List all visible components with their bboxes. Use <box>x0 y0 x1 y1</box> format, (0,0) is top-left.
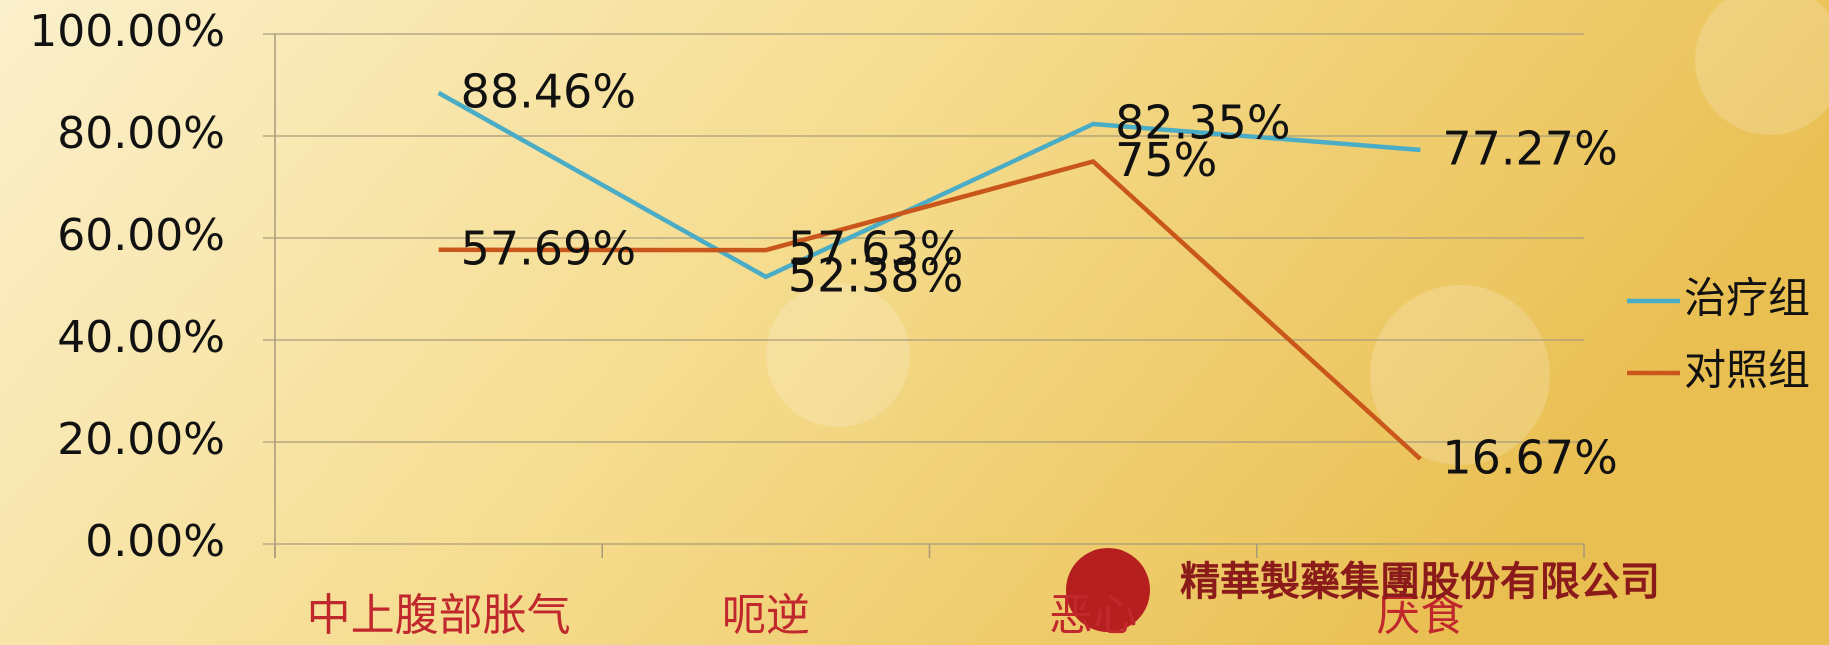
data-label: 57.69% <box>461 221 636 275</box>
decoration <box>766 283 910 427</box>
x-tick-label: 恶心 <box>1049 590 1137 641</box>
y-tick-label: 0.00% <box>85 516 225 567</box>
chart: 0.00% 20.00% 40.00% 60.00% 80.00% 100.00% 中上腹部… <box>0 0 1829 645</box>
data-label: 57.63% <box>788 222 963 276</box>
brand-text: 精華製藥集團股份有限公司 <box>1180 558 1660 605</box>
y-tick-label: 60.00% <box>57 210 225 261</box>
data-label: 77.27% <box>1442 121 1617 175</box>
data-label: 75% <box>1115 133 1217 187</box>
data-label: 88.46% <box>461 64 636 118</box>
x-tick-label: 中上腹部胀气 <box>307 590 571 641</box>
legend-label: 对照组 <box>1684 346 1810 395</box>
y-tick-label: 40.00% <box>57 312 225 363</box>
y-tick-label: 20.00% <box>57 414 225 465</box>
legend-label: 治疗组 <box>1684 274 1810 323</box>
y-tick-label: 100.00% <box>29 6 225 57</box>
x-tick-label: 呃逆 <box>722 590 810 641</box>
y-tick-label: 80.00% <box>57 108 225 159</box>
data-label: 16.67% <box>1442 430 1617 484</box>
